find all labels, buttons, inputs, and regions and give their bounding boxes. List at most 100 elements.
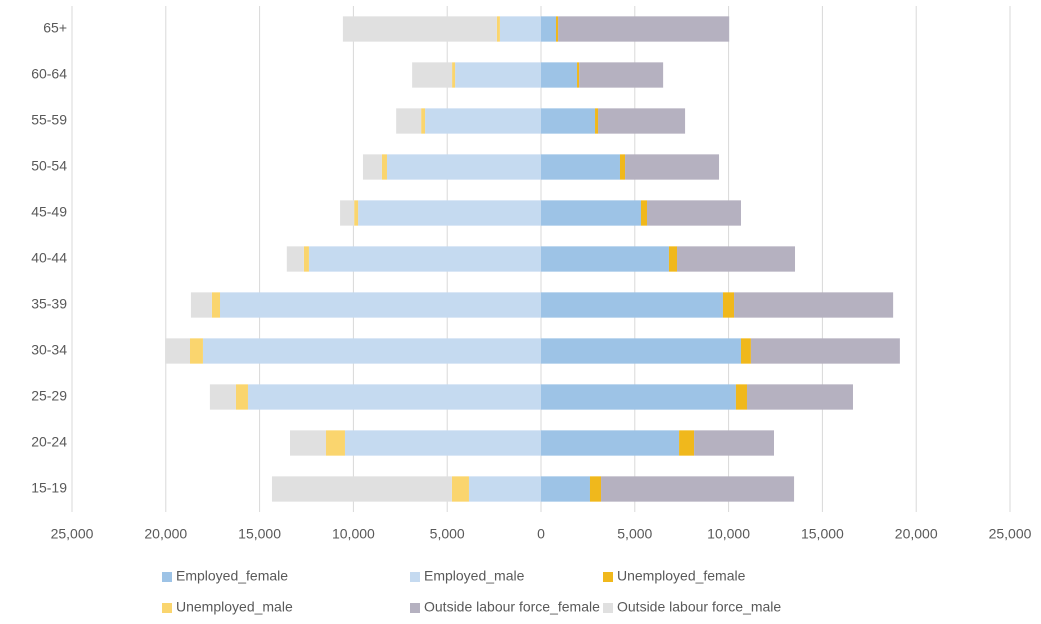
bar [646,200,741,226]
legend-label: Unemployed_female [617,568,746,584]
legend-label: Outside labour force_female [424,599,600,615]
x-tick-label: 20,000 [144,526,187,542]
bar [750,338,900,364]
bar [722,292,735,318]
bar [286,246,304,272]
y-tick-label: 30-34 [31,342,67,358]
y-tick-label: 65+ [43,20,67,36]
bar [625,154,720,180]
legend-label: Unemployed_male [176,599,293,615]
x-tick-label: 15,000 [238,526,281,542]
bar [362,154,382,180]
bar [601,476,795,502]
y-tick-label: 40-44 [31,250,67,266]
bar [577,62,580,88]
y-tick-label: 20-24 [31,434,67,450]
bar [247,384,541,410]
bar [211,292,221,318]
bar [220,292,541,318]
bar [541,62,578,88]
bar [235,384,248,410]
x-tick-label: 10,000 [332,526,375,542]
bar [190,338,203,364]
bar [677,246,796,272]
x-tick-label: 5,000 [430,526,465,542]
y-tick-label: 45-49 [31,204,67,220]
bar [499,16,541,42]
bar [619,154,626,180]
bar [271,476,452,502]
bar [541,430,680,456]
bar [694,430,774,456]
bar [344,430,541,456]
bar [425,108,541,134]
y-tick-label: 35-39 [31,296,67,312]
bar [541,16,557,42]
bar [746,384,853,410]
bar [668,246,678,272]
bar [734,292,894,318]
bar [541,384,736,410]
bar [598,108,686,134]
bar [358,200,541,226]
bar [386,154,541,180]
x-tick-label: 0 [537,526,545,542]
bar [202,338,541,364]
bar [165,338,191,364]
y-tick-label: 60-64 [31,66,67,82]
bar [354,200,359,226]
bar [451,476,469,502]
bar [452,62,456,88]
bar [589,476,602,502]
bar [541,246,669,272]
bar [541,292,723,318]
y-tick-label: 25-29 [31,388,67,404]
bar [558,16,730,42]
y-tick-label: 50-54 [31,158,67,174]
bar [640,200,647,226]
legend-swatch [162,572,172,582]
bar [468,476,541,502]
bar [556,16,559,42]
bar [541,476,590,502]
bar [340,200,355,226]
bar [289,430,327,456]
bar [541,154,620,180]
bar [421,108,426,134]
bar [396,108,422,134]
x-tick-label: 25,000 [989,526,1032,542]
bar [541,200,641,226]
bar [579,62,664,88]
bar [735,384,747,410]
bar [740,338,751,364]
bar [412,62,453,88]
bar [595,108,599,134]
x-tick-label: 15,000 [801,526,844,542]
bar [381,154,387,180]
bar [308,246,541,272]
x-tick-label: 25,000 [51,526,94,542]
bar [541,108,596,134]
bar [342,16,497,42]
y-tick-label: 15-19 [31,480,67,496]
bar [326,430,345,456]
bar [541,338,741,364]
bar [190,292,212,318]
legend-swatch [603,572,613,582]
x-tick-label: 20,000 [895,526,938,542]
legend-swatch [603,603,613,613]
legend-swatch [162,603,172,613]
x-tick-label: 5,000 [617,526,652,542]
x-tick-label: 10,000 [707,526,750,542]
bar [209,384,236,410]
legend-swatch [410,572,420,582]
legend-label: Outside labour force_male [617,599,781,615]
legend-label: Employed_female [176,568,288,584]
legend-swatch [410,603,420,613]
bar [679,430,695,456]
legend-label: Employed_male [424,568,525,584]
y-tick-label: 55-59 [31,112,67,128]
bar [303,246,309,272]
bar [455,62,541,88]
